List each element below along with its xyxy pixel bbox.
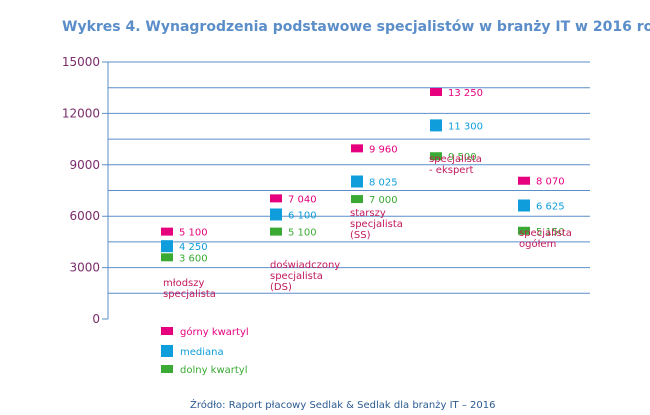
category-label: specjalista <box>429 154 482 165</box>
y-tick-label: 0 <box>92 312 100 326</box>
category-label: młodszy <box>163 278 205 289</box>
lower-quartile-marker <box>161 253 173 262</box>
legend-label-upper-quartile: górny kwartyl <box>180 326 249 338</box>
lower-quartile-value-label: 5 100 <box>288 228 317 239</box>
legend-swatch-median <box>161 345 173 357</box>
legend-swatch-lower-quartile <box>161 365 173 373</box>
upper-quartile-marker <box>270 194 282 203</box>
upper-quartile-value-label: 5 100 <box>179 228 208 239</box>
chart-title: Wykres 4. Wynagrodzenia podstawowe specj… <box>62 19 650 35</box>
category-label: specjalista <box>350 219 403 230</box>
upper-quartile-value-label: 7 040 <box>288 194 317 205</box>
category-label: specjalista <box>270 271 323 282</box>
source-note: Źródło: Raport płacowy Sedlak & Sedlak d… <box>190 398 495 411</box>
category-label: starszy <box>350 208 386 219</box>
median-value-label: 6 100 <box>288 210 317 221</box>
y-tick-label: 3000 <box>69 261 100 275</box>
upper-quartile-marker <box>351 144 363 153</box>
lower-quartile-marker <box>351 195 363 204</box>
lower-quartile-marker <box>270 227 282 236</box>
upper-quartile-value-label: 13 250 <box>448 88 483 99</box>
data-markers: 5 100 7 040 9 960 13 250 8 070 4 250 6 100 8 02… <box>161 87 565 264</box>
legend-label-lower-quartile: dolny kwartyl <box>180 365 248 376</box>
legend: górny kwartyl mediana dolny kwartyl <box>161 326 249 376</box>
median-value-label: 6 625 <box>536 201 565 212</box>
median-marker <box>518 199 530 212</box>
median-marker <box>161 240 173 253</box>
median-value-label: 8 025 <box>369 178 398 189</box>
median-value-label: 4 250 <box>179 242 208 253</box>
category-label: (DS) <box>270 282 292 293</box>
median-marker <box>430 119 442 132</box>
category-label: - ekspert <box>429 165 474 176</box>
category-label: specjalista <box>163 289 216 300</box>
y-tick-label: 9000 <box>69 158 100 172</box>
lower-quartile-marker <box>518 226 530 235</box>
lower-quartile-value-label: 3 600 <box>179 253 208 264</box>
y-tick-label: 6000 <box>69 209 100 223</box>
category-label: doświadczony <box>270 259 340 271</box>
lower-quartile-value-label: 5 150 <box>536 227 565 238</box>
category-label: (SS) <box>350 230 371 241</box>
category-label: specjalista <box>519 228 572 239</box>
y-tick-label: 12000 <box>62 106 100 120</box>
legend-label-median: mediana <box>180 347 224 358</box>
upper-quartile-marker <box>430 87 442 96</box>
legend-swatch-upper-quartile <box>161 327 173 335</box>
y-axis: 0 3000 6000 9000 12000 15000 <box>62 55 109 326</box>
lower-quartile-marker <box>430 152 442 161</box>
upper-quartile-marker <box>518 176 530 185</box>
median-marker <box>270 208 282 221</box>
lower-quartile-value-label: 9 500 <box>448 152 477 163</box>
median-marker <box>351 175 363 188</box>
median-value-label: 11 300 <box>448 121 483 132</box>
category-labels: młodszyspecjalistadoświadczonyspecjalist… <box>163 154 572 300</box>
upper-quartile-marker <box>161 227 173 236</box>
upper-quartile-value-label: 8 070 <box>536 177 565 188</box>
y-tick-label: 15000 <box>62 55 100 69</box>
category-label: ogółem <box>519 238 556 250</box>
grid-lines <box>102 61 590 294</box>
upper-quartile-value-label: 9 960 <box>369 144 398 155</box>
lower-quartile-value-label: 7 000 <box>369 195 398 206</box>
